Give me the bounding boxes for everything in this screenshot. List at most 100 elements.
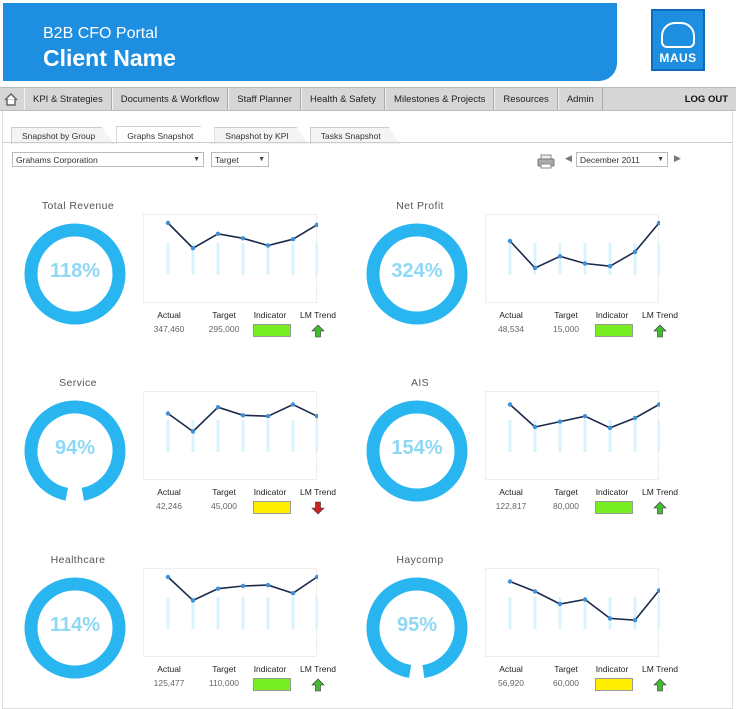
trend-point — [607, 264, 613, 269]
nav-milestones-projects[interactable]: Milestones & Projects — [385, 88, 495, 110]
actual-value: 48,534 — [498, 324, 524, 334]
logout-button[interactable]: LOG OUT — [684, 93, 728, 105]
x-tick-label: · — [634, 466, 636, 472]
home-icon[interactable] — [0, 88, 22, 110]
kpi-percent: 324% — [391, 260, 443, 282]
logo-mark-icon — [661, 22, 695, 48]
x-tick-label: · — [634, 289, 636, 295]
x-tick-label: · — [217, 643, 219, 649]
target-header: Target — [212, 664, 236, 674]
trend-point — [557, 601, 563, 607]
trend-arrow-shape — [311, 324, 325, 338]
x-tick-label: · — [167, 289, 169, 295]
kpi-percent: 118% — [49, 260, 101, 282]
nav-resources[interactable]: Resources — [494, 88, 558, 110]
x-tick-label: · — [609, 466, 611, 472]
x-tick-label: · — [192, 643, 194, 649]
trend-point — [507, 238, 513, 244]
banner: B2B CFO Portal Client Name — [3, 3, 617, 81]
trend-point — [290, 591, 296, 596]
kpi-title: Net Profit — [396, 200, 444, 212]
up-arrow-icon — [311, 324, 325, 338]
next-period-icon[interactable]: ▶ — [674, 153, 681, 163]
target-header: Target — [554, 310, 578, 320]
status-indicator — [253, 501, 291, 514]
actual-header: Actual — [157, 487, 181, 497]
target-header: Target — [212, 310, 236, 320]
trend-point — [215, 231, 221, 236]
x-tick-label: · — [242, 466, 244, 472]
x-tick-label: · — [509, 289, 511, 295]
chevron-down-icon: ▼ — [193, 156, 200, 163]
nav-admin[interactable]: Admin — [557, 88, 603, 110]
x-tick-label: · — [217, 466, 219, 472]
down-arrow-icon — [311, 501, 325, 515]
up-arrow-icon — [653, 678, 667, 692]
maus-logo[interactable]: MAUS — [651, 9, 705, 71]
nav-documents-workflow[interactable]: Documents & Workflow — [111, 88, 229, 110]
trend-point — [190, 598, 196, 603]
target-header: Target — [554, 664, 578, 674]
trend-point — [532, 265, 538, 271]
trend-chart-svg: · · · · · · · — [507, 402, 662, 472]
trend-point — [532, 589, 538, 594]
x-tick-label: · — [267, 466, 269, 472]
x-tick-label: · — [242, 643, 244, 649]
trend-arrow-shape — [653, 678, 667, 692]
trend-point — [215, 586, 221, 591]
x-tick-label: · — [192, 466, 194, 472]
indicator-header: Indicator — [253, 487, 287, 497]
nav-staff-planner[interactable]: Staff Planner — [228, 88, 302, 110]
nav-kpi-strategies[interactable]: KPI & Strategies — [24, 88, 112, 110]
x-tick-label: · — [559, 289, 561, 295]
trend-point — [557, 419, 563, 424]
trend-point — [632, 249, 638, 254]
trend-point — [557, 254, 563, 259]
x-tick-label: · — [192, 289, 194, 295]
kpi-ring-gauge — [366, 577, 468, 679]
indicator-header: Indicator — [595, 664, 629, 674]
x-tick-label: · — [534, 289, 536, 295]
trend-chart-svg: · · · · · · · — [165, 574, 320, 649]
trend-point — [265, 243, 271, 248]
trend-line — [167, 576, 318, 602]
indicator-header: Indicator — [595, 487, 629, 497]
tab-bar: Snapshot by Group Graphs Snapshot Snapsh… — [11, 124, 402, 144]
trend-point — [165, 220, 171, 226]
measure-select[interactable]: Target ▼ — [211, 152, 269, 167]
company-select[interactable]: Grahams Corporation ▼ — [12, 152, 204, 167]
actual-value: 42,246 — [156, 501, 182, 511]
actual-value: 56,920 — [498, 678, 524, 688]
x-tick-label: · — [167, 466, 169, 472]
tab-divider — [3, 142, 732, 143]
trend-point — [265, 582, 271, 588]
prev-period-icon[interactable]: ◀ — [565, 153, 572, 163]
indicator-header: Indicator — [595, 310, 629, 320]
trend-point — [240, 413, 246, 418]
status-indicator — [595, 678, 633, 691]
kpi-percent: 95% — [396, 614, 438, 636]
period-select[interactable]: December 2011 ▼ — [576, 152, 668, 167]
printer-icon[interactable] — [537, 154, 555, 169]
trend-point — [582, 261, 588, 266]
trend-header: LM Trend — [300, 664, 336, 674]
target-value: 45,000 — [211, 501, 237, 511]
nav-health-safety[interactable]: Health & Safety — [301, 88, 386, 110]
trend-point — [240, 583, 246, 589]
trend-chart-svg: · · · · · · · — [507, 220, 662, 295]
trend-point — [265, 414, 271, 419]
x-tick-label: · — [634, 643, 636, 649]
trend-point — [632, 618, 638, 623]
trend-point — [532, 424, 538, 430]
trend-arrow-shape — [311, 678, 325, 692]
status-indicator — [253, 678, 291, 691]
x-tick-label: · — [559, 643, 561, 649]
status-indicator — [595, 324, 633, 337]
x-tick-label: · — [242, 289, 244, 295]
kpi-trend-chart: · · · · · · · — [485, 391, 662, 480]
target-value: 110,000 — [208, 678, 240, 688]
trend-point — [240, 236, 246, 241]
x-tick-label: · — [267, 643, 269, 649]
trend-chart-svg: · · · · · · · — [165, 220, 320, 295]
ring-arc — [24, 577, 126, 679]
